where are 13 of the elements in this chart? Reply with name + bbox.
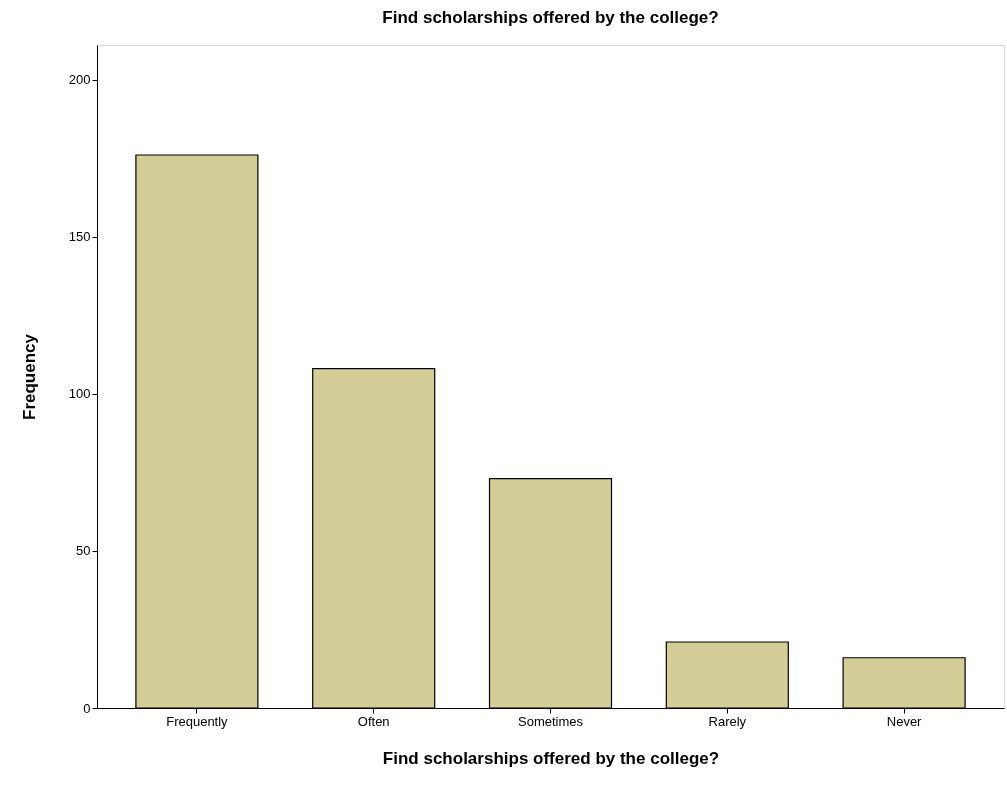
x-tick-label: Frequently [166,713,229,729]
y-tick-label: 0 [83,700,91,716]
y-tick-label: 150 [68,229,91,245]
x-tick-label: Sometimes [517,713,584,729]
y-tick-label: 100 [68,386,91,402]
chart-title: Find scholarships offered by the college? [382,8,719,27]
y-tick-label: 50 [76,543,91,559]
x-tick-label: Often [357,713,390,729]
x-tick-label: Never [886,713,923,729]
y-axis-title: Frequency [19,333,39,420]
x-axis-title: Find scholarships offered by the college? [382,748,720,768]
y-tick-label: 200 [68,72,91,88]
x-tick-label: Rarely [708,713,747,729]
